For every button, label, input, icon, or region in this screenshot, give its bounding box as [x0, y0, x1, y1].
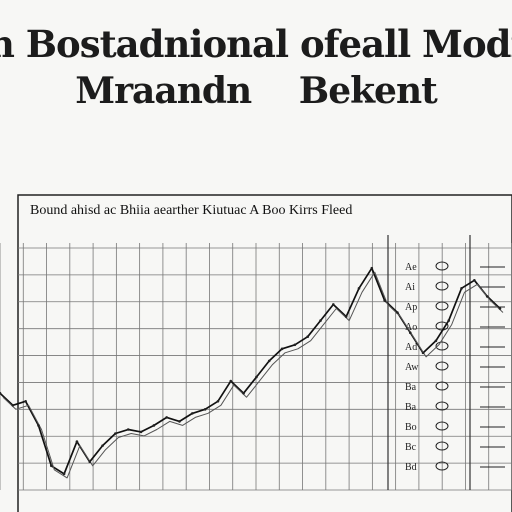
data-point: [139, 430, 143, 434]
data-point: [332, 303, 335, 306]
data-point: [370, 266, 374, 270]
right-mark-symbol: [435, 441, 449, 451]
data-point: [152, 424, 156, 427]
data-point: [280, 347, 284, 351]
data-point: [203, 408, 207, 411]
data-point: [396, 311, 399, 314]
right-mark-label: Bc: [405, 442, 417, 453]
subtitle-right: Bekent: [298, 70, 438, 112]
data-point: [485, 295, 489, 298]
subtitle-left: Mraandn: [75, 70, 252, 112]
right-mark-label: Ba: [405, 402, 417, 413]
data-point: [473, 278, 476, 282]
data-point: [62, 472, 66, 476]
right-mark-label: Ae: [405, 262, 417, 273]
data-point: [11, 404, 15, 407]
data-point: [460, 287, 463, 290]
right-mark-symbol: [435, 421, 449, 431]
right-mark-symbol: [435, 301, 449, 311]
data-point: [24, 399, 27, 403]
right-mark-symbol: [435, 341, 449, 351]
data-point: [421, 351, 425, 355]
right-mark-symbol: [435, 461, 449, 471]
right-mark-label: Ad: [405, 342, 417, 353]
right-mark-symbol: [435, 361, 449, 371]
data-point: [255, 375, 258, 379]
data-point: [293, 343, 297, 347]
data-point: [114, 432, 117, 435]
right-mark-label: Bd: [405, 462, 417, 473]
grid: [0, 235, 512, 491]
right-mark-label: Ao: [405, 322, 417, 333]
data-point: [0, 391, 2, 395]
right-mark-symbol: [435, 281, 449, 291]
right-mark-label: Ap: [405, 302, 417, 313]
data-point: [447, 319, 451, 322]
data-point: [101, 444, 104, 447]
right-panel-marks: Ae Ai Ap Ao Ad Aw Ba Ba Bo Bc Bd: [405, 261, 505, 473]
right-mark-symbol: [435, 381, 449, 391]
chart-title: n Bostadnional ofeall Modit: [0, 22, 512, 66]
data-point: [306, 335, 309, 339]
data-point: [49, 464, 53, 468]
data-point: [434, 339, 438, 343]
data-point: [216, 399, 220, 403]
series-line: [0, 267, 501, 475]
data-point: [126, 428, 130, 431]
right-mark-label: Ba: [405, 382, 417, 393]
data-point: [75, 440, 79, 443]
data-point: [344, 315, 348, 318]
data-point: [408, 331, 412, 335]
data-point: [242, 391, 245, 395]
series-points: [0, 266, 502, 476]
data-point: [383, 299, 386, 302]
data-point: [178, 420, 181, 423]
right-mark-symbol: [435, 401, 449, 411]
series-line-ghost: [2, 271, 504, 479]
right-mark-label: Aw: [405, 362, 419, 373]
data-point: [37, 424, 40, 427]
chart-frame: [17, 194, 512, 512]
data-point: [357, 287, 361, 290]
data-point: [165, 416, 168, 419]
data-point: [319, 319, 322, 322]
data-point: [229, 379, 233, 383]
chart-subtitle: Mraandn Bekent: [0, 70, 512, 112]
data-point: [191, 412, 194, 415]
right-mark-label: Bo: [405, 422, 417, 433]
chart-caption: Bound ahisd ac Bhiia aearther Kiutuac A …: [30, 203, 352, 218]
data-point: [498, 307, 502, 310]
data-point: [267, 359, 271, 363]
data-point: [88, 460, 92, 464]
right-mark-symbol: [435, 261, 449, 271]
right-mark-label: Ai: [405, 282, 415, 293]
